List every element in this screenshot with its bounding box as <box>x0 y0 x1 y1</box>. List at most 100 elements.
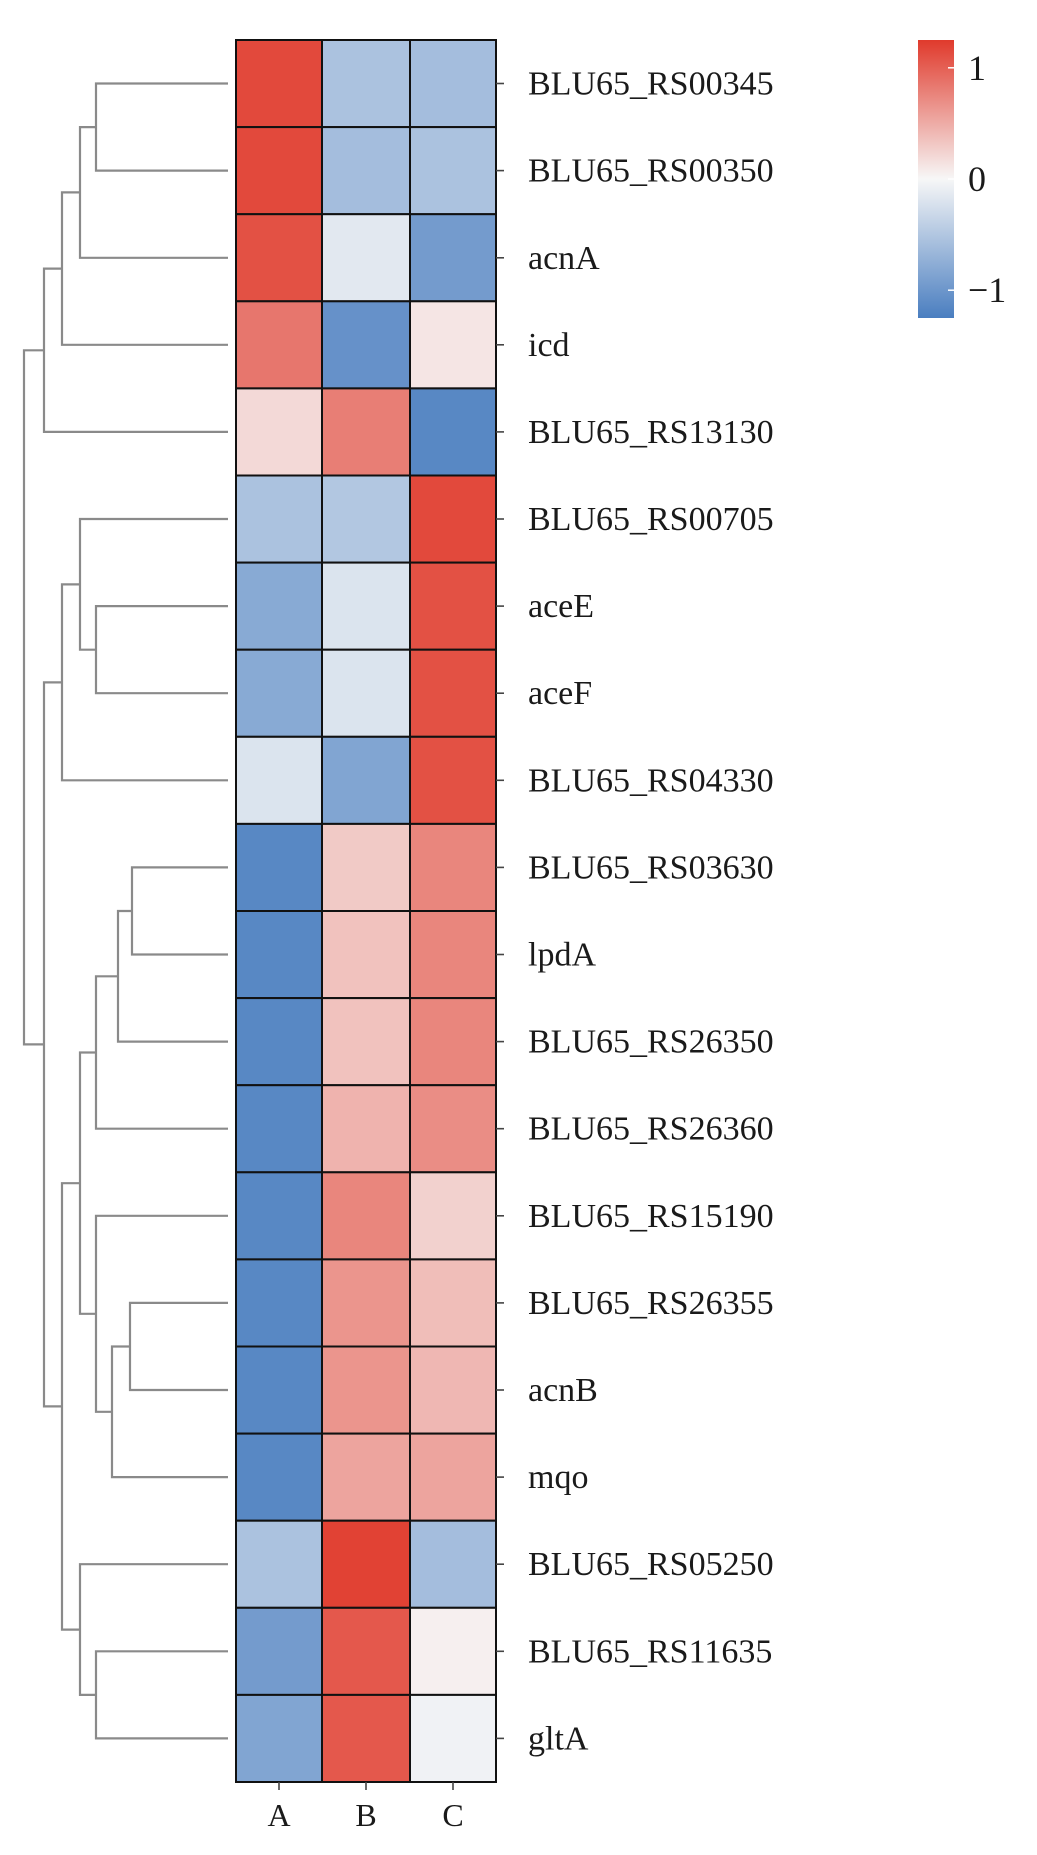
heatmap-cell <box>409 1171 497 1261</box>
heatmap-cell <box>409 39 497 129</box>
row-label: BLU65_RS00345 <box>528 66 774 103</box>
row-label: gltA <box>528 1720 589 1757</box>
row-label: BLU65_RS26350 <box>528 1024 774 1061</box>
row-label: BLU65_RS13130 <box>528 414 774 451</box>
heatmap-cell <box>409 1519 497 1609</box>
heatmap-cells <box>235 39 497 1784</box>
heatmap-cell <box>235 735 323 825</box>
heatmap-cell <box>235 648 323 738</box>
heatmap-cell <box>409 1084 497 1174</box>
heatmap-cell <box>321 1432 411 1522</box>
heatmap-cell <box>409 300 497 390</box>
heatmap-cell <box>409 997 497 1087</box>
heatmap-cell <box>321 300 411 390</box>
heatmap-cell <box>321 1171 411 1261</box>
dendrogram-branch <box>22 349 44 1046</box>
heatmap-cell <box>235 300 323 390</box>
heatmap-cell <box>409 822 497 913</box>
column-label: B <box>355 1797 376 1833</box>
row-label: BLU65_RS26360 <box>528 1111 774 1148</box>
column-label: C <box>442 1797 463 1833</box>
heatmap-cell <box>409 387 497 477</box>
heatmap-cell <box>321 648 411 738</box>
row-label: BLU65_RS03630 <box>528 849 774 886</box>
heatmap-cell <box>321 1606 411 1696</box>
row-label: lpdA <box>528 937 596 974</box>
heatmap-cell <box>235 1084 323 1174</box>
row-label: aceE <box>528 588 594 625</box>
dendrogram-branch <box>42 267 228 433</box>
dendrogram-branch <box>94 975 228 1130</box>
heatmap-cell <box>321 1258 411 1348</box>
heatmap-cell <box>235 561 323 651</box>
heatmap-cell <box>235 387 323 477</box>
row-label: BLU65_RS26355 <box>528 1285 774 1322</box>
heatmap-cell <box>235 474 323 564</box>
row-label: acnA <box>528 240 600 277</box>
dendrogram-branch <box>78 126 228 259</box>
color-legend: 1 0 −1 <box>918 40 1006 318</box>
column-label: A <box>267 1797 290 1833</box>
heatmap-cell <box>409 1693 497 1784</box>
dendrogram-branch <box>78 1051 96 1315</box>
row-dendrogram <box>22 82 228 1740</box>
heatmap-cell <box>321 1084 411 1174</box>
dendrogram-branch <box>94 1650 228 1740</box>
dendrogram-branch <box>116 909 228 1043</box>
heatmap-cell <box>235 1606 323 1696</box>
legend-tick-label: −1 <box>968 270 1006 310</box>
dendrogram-branch <box>78 1563 228 1696</box>
dendrogram-branch <box>128 1301 228 1392</box>
heatmap-cell <box>235 910 323 1000</box>
heatmap-cell <box>409 474 497 564</box>
dendrogram-branch <box>60 191 228 346</box>
heatmap-cell <box>235 1432 323 1522</box>
dendrogram-branch <box>94 1214 228 1413</box>
heatmap-cell <box>409 1432 497 1522</box>
legend-tick-label: 0 <box>968 159 986 199</box>
row-label: mqo <box>528 1459 588 1496</box>
heatmap-cell <box>321 1519 411 1609</box>
heatmap-cell <box>321 735 411 825</box>
heatmap-cell <box>321 822 411 913</box>
dendrogram-branch <box>94 605 228 695</box>
heatmap-cell <box>409 648 497 738</box>
heatmap-cell <box>409 1258 497 1348</box>
row-label: BLU65_RS00705 <box>528 501 774 538</box>
dendrogram-branch <box>78 517 228 651</box>
heatmap-cell <box>409 1606 497 1696</box>
heatmap-cell <box>409 1345 497 1435</box>
heatmap-cell <box>321 39 411 129</box>
dendrogram-branch <box>94 82 228 172</box>
heatmap-cell <box>409 910 497 1000</box>
dendrogram-branch <box>60 583 228 782</box>
row-label: acnB <box>528 1372 598 1409</box>
row-labels: BLU65_RS00345 BLU65_RS00350 acnA icd BLU65_R… <box>496 66 774 1757</box>
heatmap-cell <box>321 1345 411 1435</box>
heatmap-cell <box>321 474 411 564</box>
row-label: aceF <box>528 675 592 712</box>
heatmap-cell <box>409 126 497 216</box>
row-label: BLU65_RS15190 <box>528 1198 774 1235</box>
column-labels: A B C <box>267 1782 464 1833</box>
heatmap-cell <box>235 1258 323 1348</box>
dendrogram-branch <box>60 1182 80 1631</box>
heatmap-cell <box>235 213 323 303</box>
heatmap-cell <box>235 1693 323 1784</box>
heatmap-cell <box>321 1693 411 1784</box>
heatmap-cell <box>235 822 323 913</box>
heatmap-cell <box>321 126 411 216</box>
heatmap-cell <box>321 387 411 477</box>
heatmap-cell <box>321 561 411 651</box>
heatmap-cell <box>409 735 497 825</box>
heatmap-cell <box>321 997 411 1087</box>
heatmap-cell <box>321 213 411 303</box>
row-label: BLU65_RS11635 <box>528 1633 772 1670</box>
heatmap-cell <box>235 126 323 216</box>
heatmap-cell <box>235 1519 323 1609</box>
row-label: BLU65_RS00350 <box>528 153 774 190</box>
heatmap-cell <box>409 213 497 303</box>
heatmap-cell <box>235 1345 323 1435</box>
dendrogram-branch <box>42 681 62 1408</box>
